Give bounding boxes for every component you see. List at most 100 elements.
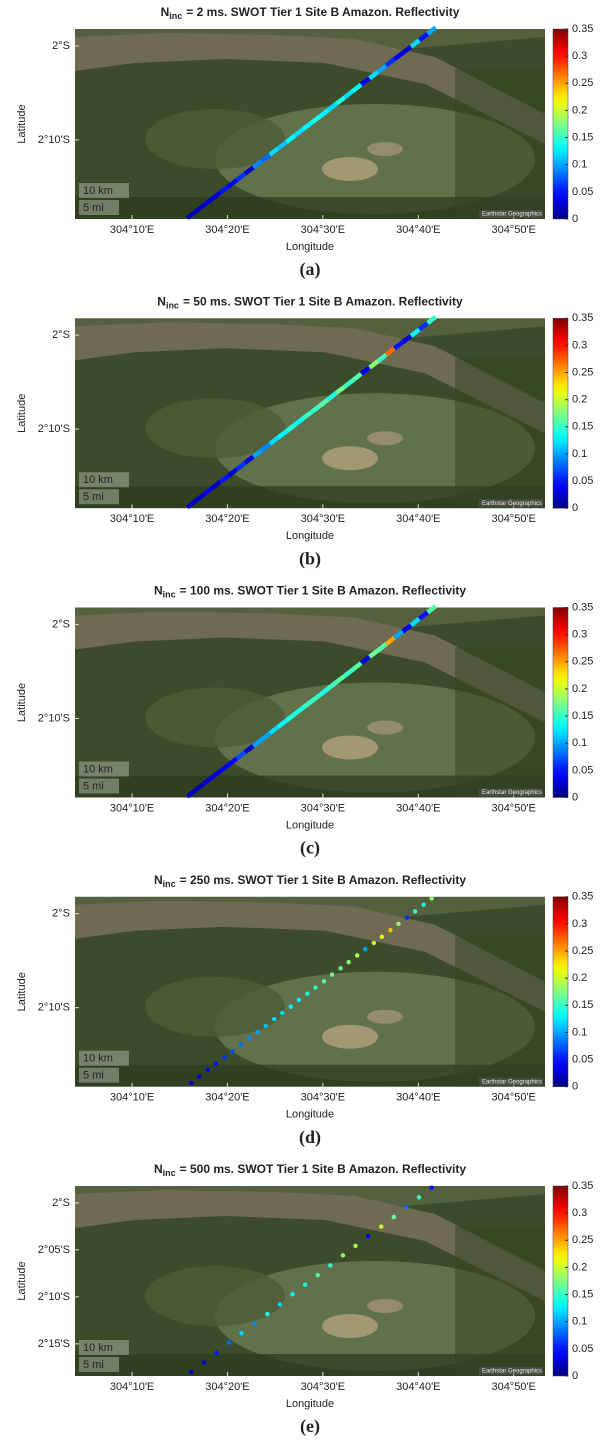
track-point [396,921,401,927]
scale-box [79,1050,129,1066]
track-segment [202,486,214,497]
track-point [189,1080,194,1086]
attribution-box [479,788,543,797]
attribution-box [479,1077,543,1086]
colorbar-tick-label: 0.2 [572,683,587,695]
track-segment [276,140,288,151]
title-symbol: N [154,584,163,598]
colorbar-tick-label: 0.25 [572,77,593,89]
track-segment [318,397,330,408]
chart-title: Ninc = 250 ms. SWOT Tier 1 Site B Amazon.… [154,873,466,889]
track-point [346,959,351,965]
track-segment [376,353,388,364]
track-point [201,1360,207,1365]
track-point [189,1369,194,1375]
scale-mi: 5 mi [83,202,104,214]
colorbar-tick-label: 0.05 [572,1343,593,1355]
attribution-box [479,210,543,218]
track-segment [318,108,330,119]
y-tick-label: 2°S [52,329,70,341]
track-segment [368,648,380,659]
title-text: = 250 ms. SWOT Tier 1 Site B Amazon. Ref… [180,873,467,887]
colorbar-tick-label: 0.2 [572,104,587,116]
track-segment [293,705,305,716]
track-point [371,940,377,946]
track-segment [193,782,205,793]
track-segment [359,365,371,376]
track-point [197,1074,202,1079]
scale-km: 10 km [83,1342,113,1354]
track-segment [235,750,247,761]
chart-title: Ninc = 50 ms. SWOT Tier 1 Site B Amazon. … [157,294,463,310]
track-segment [384,57,396,68]
title-subscript: inc [163,879,176,889]
colorbar-tick-label: 0.25 [572,366,593,378]
colorbar-tick-label: 0.35 [572,312,593,324]
colorbar-tick-label: 0.1 [572,448,587,460]
track-segment [417,610,430,621]
track-segment [326,680,338,691]
title-symbol: N [161,5,170,19]
track-segment [310,693,322,704]
scale-km: 10 km [83,1053,113,1065]
colorbar-tick-label: 0 [572,213,578,225]
colorbar-tick-label: 0.15 [572,131,593,143]
track-segment [218,184,230,195]
title-text: = 50 ms. SWOT Tier 1 Site B Amazon. Refl… [183,294,463,308]
x-tick-label: 304°10'E [110,802,154,814]
track-point [238,1042,244,1047]
track-point [338,966,343,971]
colorbar [552,896,569,1087]
title-symbol: N [154,873,163,887]
track-segment [343,667,355,678]
colorbar [552,318,569,509]
track-segment [409,327,421,338]
x-axis-label: Longitude [286,1109,334,1121]
track-point [416,1195,422,1200]
track-segment [285,712,297,723]
track-segment [301,699,313,710]
x-tick-label: 304°30'E [301,1092,345,1104]
track-segment [210,190,222,201]
y-tick-label: 2°S [52,908,70,920]
track-segment [343,89,355,100]
track-segment [384,346,396,357]
colorbar-tick-label: 0.25 [572,656,593,668]
scale-km: 10 km [83,185,113,197]
colorbar-tick-label: 0.05 [572,1054,593,1066]
track-segment [227,756,239,767]
colorbar-tick-label: 0.05 [572,186,593,198]
scale-mi: 5 mi [83,491,104,503]
map-background [75,1186,545,1376]
attribution-box [479,1367,543,1375]
y-axis-label: Latitude [16,104,28,143]
x-tick-label: 304°10'E [110,513,154,525]
track-point [205,1067,211,1073]
attribution: Earthstar Geographics [482,1079,542,1085]
scale-box [79,200,119,215]
track-segment [202,775,214,786]
track-segment [310,404,322,414]
colorbar-tick-label: 0.3 [572,918,587,930]
track-segment [202,197,214,208]
track-point [429,1185,434,1190]
track-point [255,1029,260,1035]
track-point [391,1214,397,1220]
x-tick-label: 304°50'E [491,1381,535,1393]
attribution: Earthstar Geographics [482,790,542,796]
track-segment [301,121,313,131]
x-axis-label: Longitude [286,530,334,542]
track-segment [351,82,363,93]
track-segment [376,63,388,74]
colorbar-tick-label: 0.35 [572,891,593,903]
track-segment [251,737,263,748]
scale-box [79,472,129,488]
title-symbol: N [157,294,166,308]
y-tick-label: 2°10'S [38,1002,70,1014]
scale-box [79,1357,119,1372]
colorbar-tick-label: 0.2 [572,394,587,406]
x-tick-label: 304°40'E [396,224,440,236]
y-tick-label: 2°10'S [38,712,70,724]
track-segment [235,461,247,472]
track-segment [260,442,272,453]
